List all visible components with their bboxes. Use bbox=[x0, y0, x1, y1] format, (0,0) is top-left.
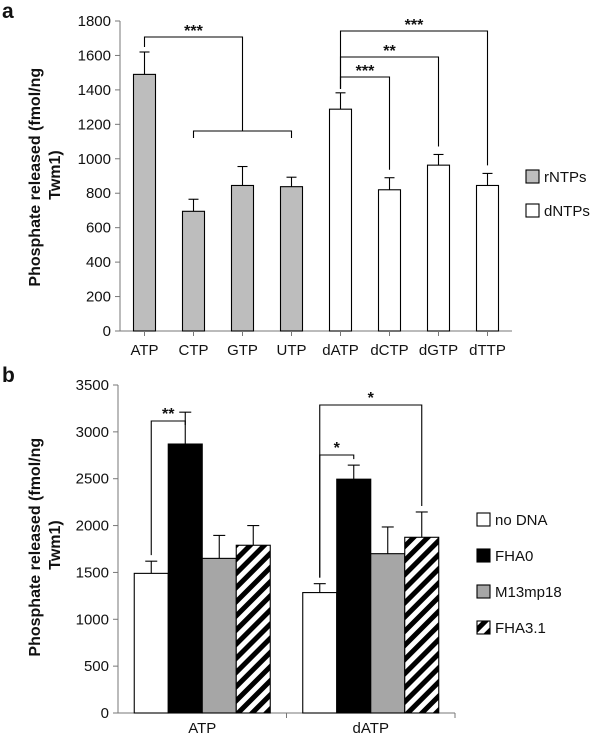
panel-a-legend-swatch bbox=[525, 169, 540, 184]
panel-a-significance-label: *** bbox=[405, 17, 424, 34]
panel-b-y-tick-label: 500 bbox=[84, 658, 109, 675]
panel-a-bar bbox=[377, 189, 402, 332]
panel-b-y-axis-label-line1: Phosphate released (fmol/ng bbox=[27, 438, 44, 657]
panel-b-significance-label: * bbox=[334, 440, 341, 457]
panel-a-significance-label: ** bbox=[383, 43, 396, 60]
panel-a-significance-bracket bbox=[339, 56, 440, 147]
panel-b-y-tick-label: 2000 bbox=[76, 518, 109, 535]
panel-b-bar bbox=[370, 553, 406, 714]
panel-b-y-axis-label: Phosphate released (fmol/ng Twm1) bbox=[27, 433, 64, 656]
panel-b-legend-label: M13mp18 bbox=[495, 584, 562, 601]
panel-a-y-axis-label: Phosphate released (fmol/ng Twm1) bbox=[27, 63, 64, 286]
panel-a-label: a bbox=[2, 0, 14, 23]
panel-b-y-axis-label-line2: Twm1) bbox=[47, 520, 64, 569]
panel-a-legend-label: dNTPs bbox=[544, 203, 590, 220]
panel-a-category-label: dCTP bbox=[370, 342, 408, 359]
panel-a-category-label: CTP bbox=[179, 342, 209, 359]
panel-a-bar bbox=[328, 108, 353, 332]
panel-b-y-tick-label: 1500 bbox=[76, 564, 109, 581]
panel-a-y-tick-label: 1000 bbox=[78, 151, 111, 168]
panel-a-y-tick-label: 1200 bbox=[78, 116, 111, 133]
panel-a-significance-label: *** bbox=[356, 63, 375, 80]
panel-a-y-tick-label: 0 bbox=[103, 323, 111, 340]
panel-a-significance-bracket bbox=[143, 36, 244, 131]
panel-b-legend-swatch bbox=[476, 584, 491, 599]
panel-a-category-label: dATP bbox=[322, 342, 358, 359]
panel-b-significance-label: * bbox=[368, 390, 375, 407]
panel-b-bar bbox=[133, 572, 169, 714]
panel-a-significance-bracket bbox=[192, 130, 293, 138]
panel-a-legend-swatch bbox=[525, 203, 540, 218]
panel-a-y-tick-label: 600 bbox=[86, 220, 111, 237]
panel-b-legend-label: no DNA bbox=[495, 512, 548, 529]
panel-b-bar bbox=[167, 443, 203, 714]
panel-b-significance-label: ** bbox=[162, 406, 175, 423]
panel-a-bar bbox=[426, 164, 451, 332]
panel-a-y-tick-label: 1800 bbox=[78, 13, 111, 30]
panel-b-category-label: dATP bbox=[353, 720, 389, 737]
panel-b-bar bbox=[404, 536, 440, 714]
panel-a-bar bbox=[230, 184, 255, 332]
panel-b-bar bbox=[235, 544, 271, 714]
panel-a-y-tick-label: 400 bbox=[86, 254, 111, 271]
panel-a-y-axis-label-line2: Twm1) bbox=[47, 150, 64, 199]
panel-a-y-axis-label-line1: Phosphate released (fmol/ng bbox=[27, 68, 44, 287]
panel-a-significance-bracket bbox=[339, 76, 391, 170]
panel-b-bar bbox=[302, 592, 338, 714]
panel-b-y-tick-label: 1000 bbox=[76, 611, 109, 628]
panel-b-legend-label: FHA3.1 bbox=[495, 620, 546, 637]
panel-a-category-label: dGTP bbox=[419, 342, 458, 359]
panel-b-y-tick-label: 3000 bbox=[76, 424, 109, 441]
panel-a: a Phosphate released (fmol/ng Twm1) 0 200… bbox=[2, 0, 590, 359]
panel-b-significance-bracket bbox=[319, 404, 423, 578]
panel-b-significance-bracket bbox=[150, 420, 186, 556]
panel-b-legend-swatch bbox=[476, 620, 491, 635]
panel-a-significance-label: *** bbox=[184, 23, 203, 40]
panel-b-y-tick-label: 3500 bbox=[76, 377, 109, 394]
panel-b: b Phosphate released (fmol/ng Twm1) 0 500… bbox=[2, 364, 562, 737]
panel-a-category-label: dTTP bbox=[469, 342, 506, 359]
panel-a-category-label: GTP bbox=[227, 342, 258, 359]
panel-a-legend-label: rNTPs bbox=[544, 169, 587, 186]
panel-a-y-tick-label: 800 bbox=[86, 185, 111, 202]
panel-b-legend-label: FHA0 bbox=[495, 548, 533, 565]
panel-b-bar bbox=[201, 557, 237, 714]
panel-b-legend-swatch bbox=[476, 548, 491, 563]
panel-a-category-label: ATP bbox=[130, 342, 158, 359]
panel-b-legend-swatch bbox=[476, 512, 491, 527]
panel-a-bar bbox=[132, 73, 157, 332]
panel-a-y-tick-label: 1400 bbox=[78, 82, 111, 99]
panel-b-y-tick-label: 2500 bbox=[76, 471, 109, 488]
panel-a-category-label: UTP bbox=[277, 342, 307, 359]
panel-b-category-label: ATP bbox=[188, 720, 216, 737]
panel-a-bar bbox=[181, 210, 206, 332]
panel-a-significance-bracket bbox=[339, 30, 489, 166]
panel-b-label: b bbox=[2, 364, 15, 387]
panel-a-bar bbox=[279, 186, 304, 332]
panel-b-y-tick-label: 0 bbox=[101, 705, 109, 722]
panel-a-y-tick-label: 200 bbox=[86, 289, 111, 306]
panel-a-bar bbox=[475, 184, 500, 332]
panel-a-y-tick-label: 1600 bbox=[78, 47, 111, 64]
panel-b-bar bbox=[336, 478, 372, 714]
